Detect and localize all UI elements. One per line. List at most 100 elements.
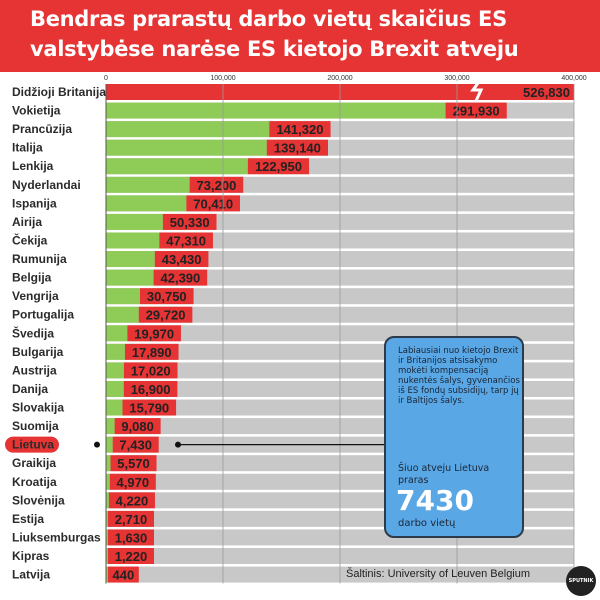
value-label: 50,330 — [170, 215, 210, 230]
callout-post-text: darbo vietų — [398, 518, 456, 529]
bar — [106, 548, 108, 564]
highlight-pill — [5, 436, 59, 453]
bar-label-box — [138, 306, 193, 323]
bar-label-box — [123, 380, 178, 397]
bar-label-box — [108, 529, 154, 546]
bar — [106, 455, 111, 472]
bar — [106, 492, 109, 509]
category-label: Latvija — [12, 568, 50, 582]
value-label: 2,710 — [115, 512, 148, 527]
category-label: Portugalija — [12, 308, 74, 322]
category-label: Bulgarija — [12, 345, 64, 359]
category-label: Belgija — [12, 271, 52, 285]
value-label: 4,970 — [117, 475, 150, 490]
value-label: 4,220 — [116, 493, 149, 508]
value-label: 291,930 — [453, 104, 500, 119]
bar — [106, 121, 270, 138]
bar — [106, 176, 190, 193]
value-label: 1,630 — [115, 530, 148, 545]
bar — [106, 473, 110, 490]
sputnik-logo: SPUTNIK — [566, 566, 596, 596]
bar-label-box — [445, 102, 507, 119]
category-label: Lenkija — [12, 159, 54, 173]
category-label: Suomija — [12, 419, 59, 433]
value-label: 42,390 — [161, 271, 201, 286]
bar-label-box — [108, 492, 155, 509]
bar-label-box — [114, 418, 161, 435]
category-label: Kroatija — [12, 475, 57, 489]
title-line-2: valstybėse narėse ES kietojo Brexit atve… — [30, 37, 519, 61]
value-label: 73,200 — [197, 178, 237, 193]
category-label: Liuksemburgas — [12, 530, 101, 544]
category-label: Slovėnija — [12, 493, 65, 507]
value-label: 440 — [113, 568, 135, 583]
bar — [106, 436, 113, 453]
value-label: 29,720 — [146, 308, 186, 323]
bar — [106, 195, 187, 212]
category-label: Vengrija — [12, 289, 59, 303]
bar-label-box — [124, 343, 179, 360]
value-label: 30,750 — [147, 289, 187, 304]
bar — [106, 158, 248, 175]
category-label: Nyderlandai — [12, 178, 81, 192]
callout-big-number: 7430 — [396, 484, 474, 517]
bar — [106, 529, 108, 546]
category-label: Vokietija — [12, 104, 61, 118]
value-label: 5,570 — [117, 456, 150, 471]
x-tick-label: 300,000 — [444, 75, 469, 82]
title-line-1: Bendras prarastų darbo vietų skaičius ES — [30, 7, 507, 31]
bar — [106, 343, 125, 360]
value-label: 7,430 — [119, 438, 152, 453]
category-label: Estija — [12, 512, 44, 526]
bar — [106, 399, 123, 416]
category-label: Švedija — [12, 325, 54, 340]
bar — [106, 213, 163, 230]
bar-label-box — [122, 399, 177, 416]
bar-label-box — [153, 269, 208, 286]
bar — [106, 418, 115, 435]
bar — [106, 566, 108, 583]
bar — [106, 269, 154, 286]
title-banner: Bendras prarastų darbo vietų skaičius ES… — [0, 0, 600, 72]
category-label: Kipras — [12, 549, 50, 563]
bar-label-box — [269, 121, 331, 138]
callout-box: Labiausiai nuo kietojo Brexit ir Britani… — [384, 336, 524, 538]
category-label: Danija — [12, 382, 48, 396]
x-tick-label: 0 — [104, 75, 108, 82]
bar-label-box — [189, 176, 244, 193]
category-label: Didžioji Britanija — [12, 85, 106, 99]
value-label: 19,970 — [134, 326, 174, 341]
value-label: 122,950 — [255, 159, 302, 174]
x-tick-label: 200,000 — [327, 75, 352, 82]
bar — [106, 362, 124, 379]
bar — [106, 380, 124, 397]
category-label: Italija — [12, 141, 43, 155]
bar — [106, 510, 108, 527]
category-label: Lietuva — [12, 438, 54, 452]
bar — [106, 139, 267, 156]
bar-label-box — [108, 548, 154, 564]
bar — [106, 325, 128, 342]
bar-label-box — [162, 213, 217, 230]
bar-label-box — [266, 139, 328, 156]
value-label: 43,430 — [162, 252, 202, 267]
bar-label-box — [186, 195, 240, 212]
bar-label-box — [139, 288, 194, 305]
category-label: Čekija — [12, 232, 48, 247]
bar-label-box — [110, 455, 157, 472]
bar-label-box — [108, 510, 154, 527]
category-label: Slovakija — [12, 401, 64, 415]
bar — [106, 288, 140, 305]
value-label: 47,310 — [166, 233, 206, 248]
x-tick-label: 100,000 — [210, 75, 235, 82]
callout-pre-text: Šiuo atveju Lietuva praras — [398, 463, 490, 486]
bar-label-box — [247, 158, 310, 175]
bar — [106, 102, 446, 119]
value-label: 17,890 — [132, 345, 172, 360]
bar — [106, 251, 155, 268]
value-label: 1,220 — [115, 549, 148, 564]
value-label: 139,140 — [274, 141, 321, 156]
bar — [106, 306, 139, 323]
category-label: Rumunija — [12, 252, 67, 266]
